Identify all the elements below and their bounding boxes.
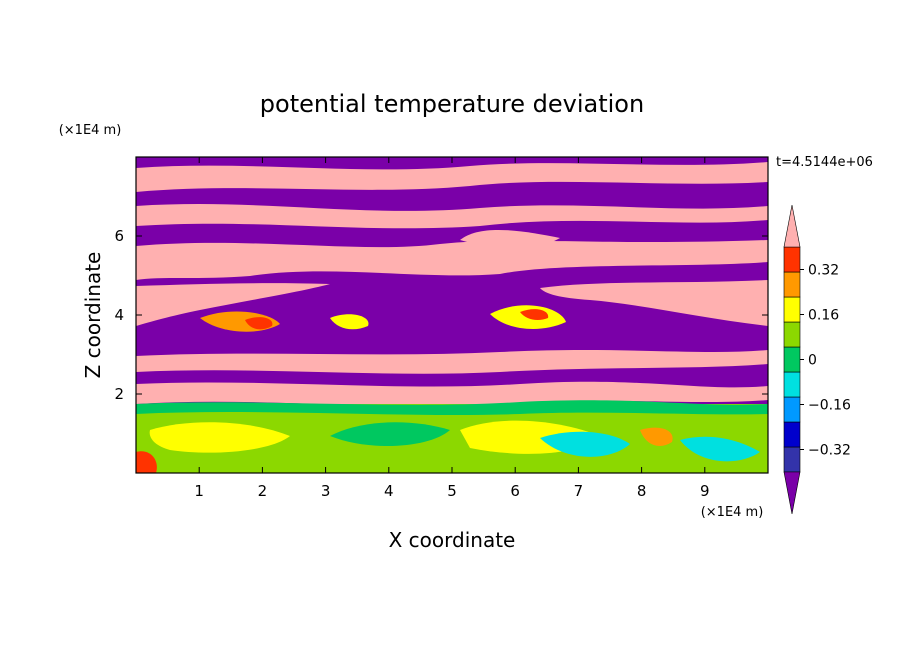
colorbar-segment (783, 346, 801, 373)
x-tick-label: 5 (447, 482, 457, 500)
y-tick-label: 6 (114, 227, 124, 245)
y-tick-label: 2 (114, 385, 124, 403)
colorbar-segment (783, 321, 801, 348)
colorbar-label: 0 (808, 353, 817, 369)
x-unit-label: (×1E4 m) (701, 505, 764, 520)
colorbar-label: −0.16 (808, 398, 851, 414)
colorbar-segment (783, 446, 801, 473)
x-tick-label: 4 (384, 482, 394, 500)
x-axis-label: X coordinate (389, 528, 516, 552)
colorbar-segment (783, 271, 801, 298)
colorbar-segment (783, 421, 801, 448)
x-tick-label: 6 (510, 482, 520, 500)
x-tick-label: 9 (700, 482, 710, 500)
time-label: t=4.5144e+06 (776, 155, 873, 170)
colorbar-segment (783, 396, 801, 423)
x-tick-label: 2 (258, 482, 268, 500)
colorbar-segment (783, 371, 801, 398)
colorbar-segment (783, 296, 801, 323)
y-axis-label: Z coordinate (81, 252, 105, 379)
x-tick-label: 3 (321, 482, 331, 500)
y-unit-label: (×1E4 m) (59, 123, 122, 138)
colorbar-label: −0.32 (808, 443, 851, 459)
x-tick-label: 7 (574, 482, 584, 500)
colorbar-label: 0.32 (808, 263, 839, 279)
colorbar-segment (783, 246, 801, 273)
colorbar-low-extension (783, 471, 801, 515)
heatmap-field (136, 157, 768, 473)
y-tick-label: 4 (114, 306, 124, 324)
colorbar-high-extension (783, 204, 801, 248)
x-tick-label: 1 (194, 482, 204, 500)
y-axis: 2 4 6 (114, 227, 768, 403)
chart-title: potential temperature deviation (260, 90, 644, 118)
colorbar-label: 0.16 (808, 308, 839, 324)
x-tick-label: 8 (637, 482, 647, 500)
x-axis: 1 2 3 4 5 6 7 8 9 (194, 157, 710, 500)
colorbar: 0.32 0.16 0 −0.16 −0.32 (783, 204, 851, 515)
